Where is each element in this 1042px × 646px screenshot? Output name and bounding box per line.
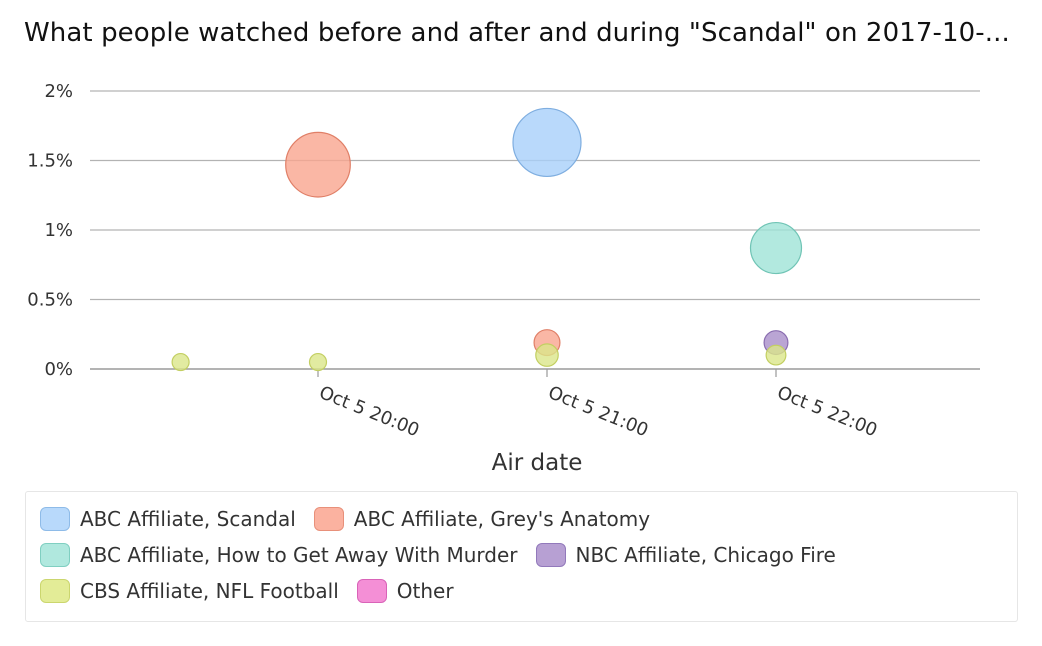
bubble-point[interactable] bbox=[512, 107, 582, 178]
y-tick-label: 0.5% bbox=[27, 290, 73, 311]
legend-label: ABC Affiliate, Grey's Anatomy bbox=[353, 507, 651, 531]
legend-row-1: ABC Affiliate, Scandal ABC Affiliate, Gr… bbox=[40, 507, 650, 531]
bubble-chart: 0%0.5%1%1.5%2% Oct 5 20:00 Oct 5 21:00 Oct… bbox=[27, 81, 980, 476]
legend-item-chicago-fire[interactable]: NBC Affiliate, Chicago Fire bbox=[535, 543, 836, 567]
legend-label: ABC Affiliate, How to Get Away With Murd… bbox=[80, 543, 518, 567]
bubble-point[interactable] bbox=[749, 221, 803, 275]
legend-item-nfl-football[interactable]: CBS Affiliate, NFL Football bbox=[40, 579, 339, 603]
legend-item-htgawm[interactable]: ABC Affiliate, How to Get Away With Murd… bbox=[40, 543, 518, 567]
bubble-point[interactable] bbox=[285, 131, 351, 198]
legend-swatch-nfl-football bbox=[40, 579, 70, 603]
legend-label: CBS Affiliate, NFL Football bbox=[80, 579, 339, 603]
bubble-point[interactable] bbox=[171, 352, 190, 372]
legend-swatch-htgawm bbox=[40, 543, 70, 567]
y-axis-ticks: 0% 0.5% 1% 1.5% 2% bbox=[27, 81, 73, 380]
legend-swatch-chicago-fire bbox=[535, 543, 566, 567]
x-tick-label: Oct 5 20:00 bbox=[316, 382, 422, 441]
legend-label: NBC Affiliate, Chicago Fire bbox=[575, 543, 836, 567]
x-axis-title: Air date bbox=[492, 450, 583, 476]
x-tick-label: Oct 5 21:00 bbox=[545, 382, 651, 441]
legend-label: ABC Affiliate, Scandal bbox=[80, 507, 296, 531]
legend-row-2: ABC Affiliate, How to Get Away With Murd… bbox=[40, 543, 836, 567]
bubble-point[interactable] bbox=[535, 343, 559, 367]
bubble-point[interactable] bbox=[765, 344, 787, 366]
y-tick-label: 1.5% bbox=[27, 151, 73, 172]
y-tick-label: 2% bbox=[44, 81, 73, 102]
chart-title: What people watched before and after and… bbox=[24, 18, 1010, 48]
bubble-point[interactable] bbox=[308, 352, 328, 372]
y-tick-label: 1% bbox=[44, 220, 73, 241]
legend-item-greys-anatomy[interactable]: ABC Affiliate, Grey's Anatomy bbox=[313, 507, 651, 531]
legend-row-3: CBS Affiliate, NFL Football Other bbox=[40, 579, 454, 603]
y-tick-label: 0% bbox=[44, 359, 73, 380]
x-axis-ticks: Oct 5 20:00 Oct 5 21:00 Oct 5 22:00 bbox=[316, 369, 880, 441]
legend-swatch-other bbox=[356, 579, 387, 603]
legend-swatch-scandal bbox=[40, 507, 70, 531]
legend-item-other[interactable]: Other bbox=[356, 579, 454, 603]
legend-swatch-greys-anatomy bbox=[313, 507, 344, 531]
x-tick-label: Oct 5 22:00 bbox=[774, 382, 880, 441]
bubble-layer bbox=[171, 107, 803, 372]
legend-item-scandal[interactable]: ABC Affiliate, Scandal bbox=[40, 507, 296, 531]
legend-label: Other bbox=[396, 579, 454, 603]
legend: ABC Affiliate, Scandal ABC Affiliate, Gr… bbox=[25, 491, 1018, 622]
